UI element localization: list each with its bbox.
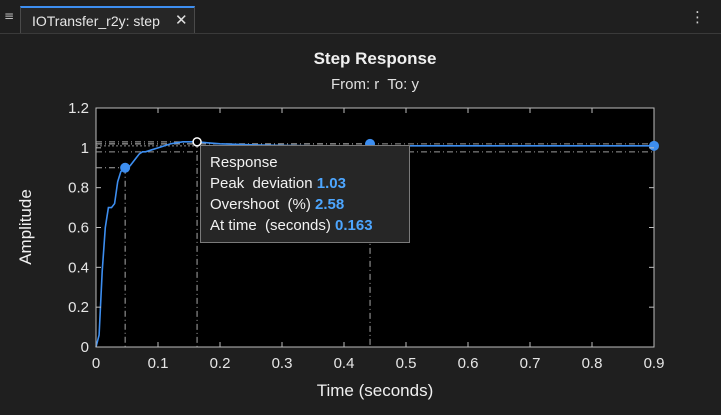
close-icon[interactable]: ✕ [175, 11, 188, 29]
at-time-value: 0.163 [335, 217, 373, 234]
y-tick-label: 1.2 [68, 100, 89, 117]
x-tick-label: 0.8 [582, 355, 603, 372]
data-tip-row-peak: Peak deviation 1.03 [210, 173, 400, 194]
peak-deviation-label: Peak deviation [210, 175, 313, 192]
x-tick-label: 0.4 [334, 355, 355, 372]
y-tick-label: 1 [81, 140, 89, 157]
tab-iotransfer-step[interactable]: IOTransfer_r2y: step ✕ [20, 6, 195, 33]
data-tip: Response Peak deviation 1.03 Overshoot (… [200, 145, 410, 243]
y-axis-ticks: 0 0.2 0.4 0.6 0.8 1 1.2 [68, 100, 654, 356]
x-tick-label: 0.5 [396, 355, 417, 372]
y-tick-label: 0.4 [68, 259, 89, 276]
y-axis-label: Amplitude [16, 189, 35, 265]
y-tick-label: 0 [81, 339, 89, 356]
x-tick-label: 0.9 [644, 355, 665, 372]
x-tick-label: 0.2 [210, 355, 231, 372]
peak-deviation-value: 1.03 [316, 175, 346, 192]
x-tick-label: 0.6 [458, 355, 479, 372]
more-options-icon[interactable]: ⋮ [690, 8, 705, 26]
tab-bar: ≡ IOTransfer_r2y: step ✕ ⋮ [0, 0, 721, 34]
at-time-label: At time (seconds) [210, 217, 331, 234]
characteristic-guides [96, 141, 371, 347]
x-tick-label: 0 [92, 355, 100, 372]
x-tick-label: 0.1 [148, 355, 169, 372]
chart-subtitle: From: r To: y [331, 76, 420, 93]
x-tick-label: 0.3 [272, 355, 293, 372]
tab-menu-icon[interactable]: ≡ [4, 9, 15, 23]
peak-marker [192, 137, 202, 147]
x-tick-label: 0.7 [520, 355, 541, 372]
plot-panel: Step Response From: r To: y 0 0.1 0.2 0.3 0.… [1, 34, 720, 410]
steady-state-marker [649, 140, 659, 151]
tab-label: IOTransfer_r2y: step [32, 13, 160, 29]
overshoot-value: 2.58 [315, 196, 345, 213]
y-tick-label: 0.8 [68, 180, 89, 197]
data-tip-row-time: At time (seconds) 0.163 [210, 215, 400, 236]
chart-title: Step Response [314, 49, 437, 68]
data-tip-row-overshoot: Overshoot (%) 2.58 [210, 194, 400, 215]
x-axis-ticks: 0 0.1 0.2 0.3 0.4 0.5 0.6 0.7 0.8 0.9 [92, 108, 665, 372]
data-tip-title: Response [210, 154, 278, 171]
y-tick-label: 0.2 [68, 299, 89, 316]
x-axis-label: Time (seconds) [317, 381, 434, 400]
rise-time-marker [120, 162, 131, 173]
overshoot-label: Overshoot (%) [210, 196, 311, 213]
y-tick-label: 0.6 [68, 220, 89, 237]
